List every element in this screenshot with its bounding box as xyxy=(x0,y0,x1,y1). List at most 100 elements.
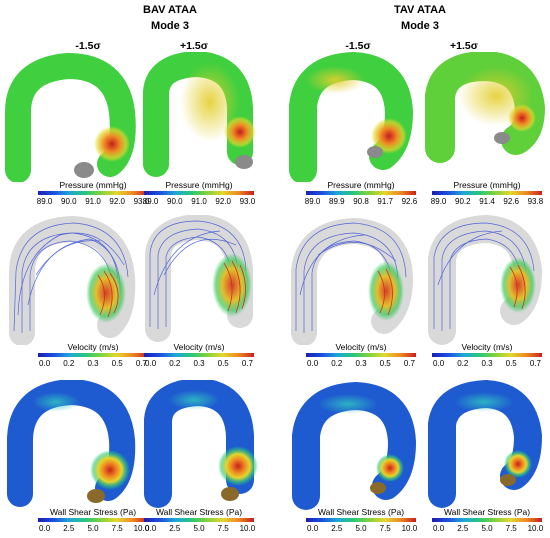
colorbar-tick: 0.2 xyxy=(63,359,75,368)
bav-plus-velocity-streamlines xyxy=(145,215,253,342)
colorbar-tick: 89.0 xyxy=(36,197,53,206)
colorbar-tick: 90.8 xyxy=(353,197,369,206)
colorbar-tick: 10.0 xyxy=(239,524,256,533)
colorbar-tick: 0.5 xyxy=(111,359,123,368)
colorbar-title: Velocity (m/s) xyxy=(461,342,513,352)
tav-plus-pressure-aorta xyxy=(425,52,546,163)
bav-plus-pressure-aorta xyxy=(143,52,256,177)
tav-plus-velocity-streamlines xyxy=(428,215,543,345)
colorbar-title: Wall Shear Stress (Pa) xyxy=(155,507,243,517)
colorbar-tick: 0.2 xyxy=(169,359,181,368)
colorbar-tick: 5.0 xyxy=(355,524,367,533)
colorbar-title: Pressure (mmHg) xyxy=(327,180,395,190)
colorbar-tick: 91.0 xyxy=(191,197,207,206)
colorbar-title: Velocity (m/s) xyxy=(67,342,119,352)
bav-minus-wss-colorbar: Wall Shear Stress (Pa) 0.0 2.5 5.0 7.5 1… xyxy=(38,507,150,537)
colorbar-tick: 0.7 xyxy=(403,359,415,368)
colorbar-tick: 0.7 xyxy=(241,359,253,368)
colorbar-tick: 0.7 xyxy=(529,359,541,368)
colorbar-tick: 90.0 xyxy=(167,197,183,206)
colorbar-tick: 10.0 xyxy=(133,524,150,533)
colorbar-title: Velocity (m/s) xyxy=(173,342,225,352)
colorbar-tick: 7.5 xyxy=(505,524,517,533)
colorbar-tick: 0.0 xyxy=(145,359,157,368)
colorbar-gradient xyxy=(432,518,542,522)
colorbar-tick: 93.0 xyxy=(239,197,256,206)
colorbar-tick: 7.5 xyxy=(379,524,391,533)
colorbar-gradient xyxy=(144,191,254,195)
colorbar-tick: 0.2 xyxy=(457,359,469,368)
bav-plus-sigma-label: +1.5σ xyxy=(180,40,208,52)
colorbar-tick: 89.9 xyxy=(329,197,345,206)
colorbar-tick: 2.5 xyxy=(457,524,469,533)
colorbar-tick: 0.0 xyxy=(39,524,51,533)
tav-plus-wss-colorbar: Wall Shear Stress (Pa) 0.0 2.5 5.0 7.5 1… xyxy=(432,507,544,537)
colorbar-tick: 0.0 xyxy=(307,359,319,368)
colorbar-tick: 90.0 xyxy=(61,197,77,206)
colorbar-tick: 2.5 xyxy=(63,524,75,533)
colorbar-title: Wall Shear Stress (Pa) xyxy=(49,507,137,517)
colorbar-tick: 0.3 xyxy=(87,359,99,368)
tav-plus-pressure-colorbar: Pressure (mmHg) 89.0 90.2 91.4 92.6 93.8 xyxy=(431,180,543,210)
colorbar-gradient xyxy=(432,353,542,357)
colorbar-title: Pressure (mmHg) xyxy=(165,180,233,190)
tav-minus-wss-colorbar: Wall Shear Stress (Pa) 0.0 2.5 5.0 7.5 1… xyxy=(306,507,417,537)
tav-minus-sigma-label: -1.5σ xyxy=(345,40,371,52)
colorbar-tick: 0.5 xyxy=(217,359,229,368)
colorbar-gradient xyxy=(38,191,148,195)
colorbar-title: Pressure (mmHg) xyxy=(453,180,521,190)
colorbar-gradient xyxy=(144,353,254,357)
colorbar-tick: 93.0 xyxy=(133,197,150,206)
colorbar-tick: 0.3 xyxy=(355,359,367,368)
colorbar-tick: 2.5 xyxy=(169,524,181,533)
bav-title: BAV ATAA xyxy=(143,4,197,16)
colorbar-tick: 5.0 xyxy=(193,524,205,533)
tav-plus-wss-aorta xyxy=(428,380,543,508)
colorbar-tick: 0.0 xyxy=(145,524,157,533)
bav-minus-pressure-aorta xyxy=(4,52,136,182)
colorbar-tick: 0.5 xyxy=(379,359,391,368)
bav-minus-wss-aorta xyxy=(7,380,136,507)
colorbar-gradient xyxy=(432,191,542,195)
bav-minus-velocity-streamlines xyxy=(9,215,136,345)
colorbar-tick: 89.0 xyxy=(304,197,321,206)
bav-plus-velocity-colorbar: Velocity (m/s) 0.0 0.2 0.3 0.5 0.7 xyxy=(144,342,254,372)
colorbar-gradient xyxy=(306,191,416,195)
colorbar-tick: 2.5 xyxy=(331,524,343,533)
tav-minus-pressure-colorbar: Pressure (mmHg) 89.0 89.9 90.8 91.7 92.6 xyxy=(304,180,418,210)
colorbar-gradient xyxy=(306,353,416,357)
colorbar-tick: 89.0 xyxy=(142,197,159,206)
colorbar-tick: 90.2 xyxy=(455,197,471,206)
colorbar-tick: 92.6 xyxy=(401,197,418,206)
colorbar-tick: 7.5 xyxy=(217,524,229,533)
tav-minus-velocity-colorbar: Velocity (m/s) 0.0 0.2 0.3 0.5 0.7 xyxy=(306,342,416,372)
colorbar-tick: 5.0 xyxy=(87,524,99,533)
colorbar-tick: 0.2 xyxy=(331,359,343,368)
bav-minus-sigma-label: -1.5σ xyxy=(75,40,101,52)
colorbar-gradient xyxy=(38,518,148,522)
bav-minus-pressure-colorbar: Pressure (mmHg) 89.0 90.0 91.0 92.0 93.0 xyxy=(36,180,150,210)
tav-minus-velocity-streamlines xyxy=(291,217,414,345)
colorbar-tick: 0.0 xyxy=(307,524,319,533)
colorbar-tick: 0.0 xyxy=(433,524,445,533)
colorbar-tick: 0.0 xyxy=(39,359,51,368)
colorbar-tick: 92.0 xyxy=(215,197,231,206)
tav-plus-velocity-colorbar: Velocity (m/s) 0.0 0.2 0.3 0.5 0.7 xyxy=(432,342,542,372)
colorbar-title: Velocity (m/s) xyxy=(335,342,387,352)
colorbar-tick: 0.5 xyxy=(505,359,517,368)
colorbar-tick: 91.4 xyxy=(479,197,495,206)
colorbar-tick: 0.3 xyxy=(193,359,205,368)
colorbar-gradient xyxy=(144,518,254,522)
colorbar-tick: 0.3 xyxy=(481,359,493,368)
colorbar-gradient xyxy=(306,518,416,522)
colorbar-tick: 10.0 xyxy=(527,524,544,533)
bav-plus-wss-colorbar: Wall Shear Stress (Pa) 0.0 2.5 5.0 7.5 1… xyxy=(144,507,256,537)
bav-minus-velocity-colorbar: Velocity (m/s) 0.0 0.2 0.3 0.5 0.7 xyxy=(38,342,148,372)
bav-mode-title: Mode 3 xyxy=(151,20,189,32)
bav-plus-pressure-colorbar: Pressure (mmHg) 89.0 90.0 91.0 92.0 93.0 xyxy=(142,180,256,210)
tav-plus-sigma-label: +1.5σ xyxy=(450,40,478,52)
colorbar-tick: 92.6 xyxy=(503,197,519,206)
colorbar-tick: 0.0 xyxy=(433,359,445,368)
colorbar-gradient xyxy=(38,353,148,357)
tav-title: TAV ATAA xyxy=(394,4,446,16)
